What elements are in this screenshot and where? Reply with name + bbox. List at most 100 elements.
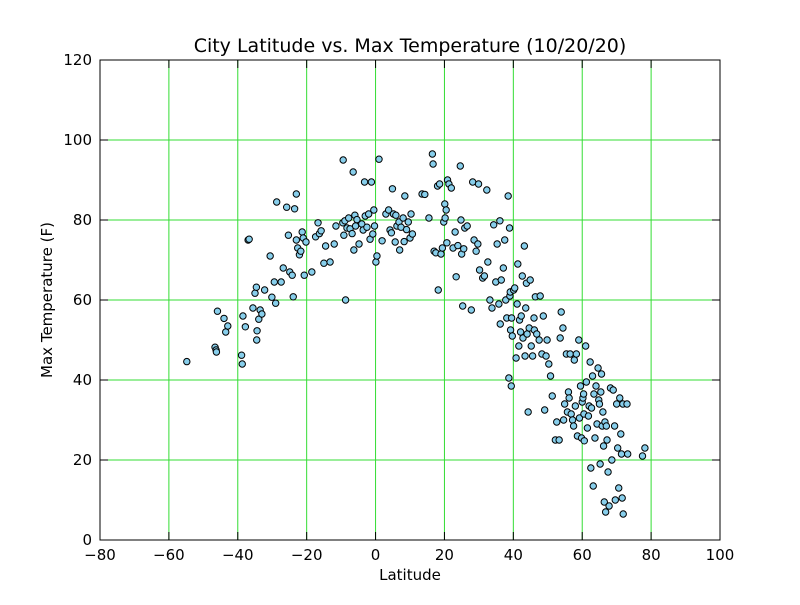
data-point bbox=[372, 258, 380, 266]
data-point bbox=[527, 342, 535, 350]
data-point bbox=[587, 404, 596, 412]
data-point bbox=[490, 221, 498, 229]
data-point bbox=[360, 178, 369, 186]
data-point bbox=[341, 296, 350, 304]
x-tick-label: −60 bbox=[153, 546, 185, 564]
data-point bbox=[314, 219, 322, 227]
data-point bbox=[594, 364, 602, 372]
data-point bbox=[290, 205, 299, 213]
data-point bbox=[548, 392, 556, 400]
data-point bbox=[496, 320, 504, 328]
data-point bbox=[579, 390, 588, 398]
data-point bbox=[401, 192, 409, 200]
data-point bbox=[595, 400, 604, 408]
data-point bbox=[298, 228, 306, 236]
data-point bbox=[404, 218, 412, 226]
data-point bbox=[572, 350, 581, 358]
data-point bbox=[474, 240, 482, 248]
data-point bbox=[565, 394, 573, 402]
data-point bbox=[321, 242, 330, 250]
data-point bbox=[575, 414, 584, 422]
data-point bbox=[378, 237, 386, 245]
data-point bbox=[523, 330, 531, 338]
data-point bbox=[213, 307, 222, 315]
data-point bbox=[576, 382, 585, 390]
data-point bbox=[602, 422, 611, 430]
data-point bbox=[564, 388, 573, 396]
data-point bbox=[402, 225, 411, 234]
y-tick-label: 80 bbox=[73, 211, 92, 229]
data-point bbox=[351, 222, 360, 230]
data-point bbox=[605, 502, 613, 510]
data-point bbox=[611, 496, 619, 504]
data-point bbox=[279, 264, 287, 272]
data-point bbox=[407, 210, 415, 218]
data-point bbox=[618, 494, 626, 502]
data-point bbox=[497, 276, 505, 284]
data-point bbox=[557, 308, 565, 316]
data-point bbox=[363, 223, 371, 231]
data-point bbox=[284, 231, 293, 239]
data-point bbox=[302, 238, 310, 246]
data-point bbox=[528, 352, 537, 360]
data-point bbox=[514, 260, 522, 268]
data-point bbox=[641, 444, 649, 452]
data-point bbox=[349, 168, 357, 176]
data-point bbox=[575, 336, 583, 344]
data-point bbox=[493, 240, 501, 248]
data-point bbox=[457, 216, 465, 224]
data-point bbox=[571, 402, 580, 410]
data-point bbox=[507, 382, 515, 390]
x-tick-label: 40 bbox=[504, 546, 523, 564]
data-point bbox=[344, 214, 353, 222]
x-tick-label: 0 bbox=[371, 546, 381, 564]
data-point bbox=[391, 238, 399, 246]
x-tick-label: 100 bbox=[706, 546, 735, 564]
data-point bbox=[258, 310, 266, 318]
data-point bbox=[428, 150, 437, 158]
data-point bbox=[224, 322, 232, 330]
data-point bbox=[292, 190, 301, 198]
data-point bbox=[273, 198, 281, 206]
data-point bbox=[297, 247, 305, 255]
data-point bbox=[249, 304, 257, 312]
data-point bbox=[266, 252, 274, 260]
data-point bbox=[601, 508, 610, 516]
data-point bbox=[609, 386, 617, 394]
data-point bbox=[387, 229, 396, 237]
data-point bbox=[596, 460, 604, 468]
data-point bbox=[592, 382, 600, 390]
data-point bbox=[540, 406, 549, 414]
data-point bbox=[317, 227, 325, 235]
data-point bbox=[408, 230, 417, 238]
data-point bbox=[212, 348, 221, 356]
data-point bbox=[521, 352, 529, 360]
data-point bbox=[400, 237, 408, 246]
grid-lines bbox=[99, 59, 721, 541]
y-tick-label: 60 bbox=[73, 291, 92, 309]
data-point bbox=[524, 408, 532, 416]
data-point bbox=[600, 498, 608, 506]
data-point bbox=[447, 184, 456, 192]
data-point bbox=[375, 155, 383, 163]
data-point bbox=[553, 418, 561, 426]
data-point bbox=[239, 312, 247, 320]
x-tick-label: 80 bbox=[642, 546, 661, 564]
data-point bbox=[241, 323, 250, 331]
data-point bbox=[353, 215, 361, 224]
data-point bbox=[597, 388, 605, 396]
data-point bbox=[388, 185, 397, 193]
data-point bbox=[559, 324, 567, 332]
data-point bbox=[237, 351, 246, 359]
data-point bbox=[518, 272, 526, 280]
data-point bbox=[526, 276, 534, 284]
data-point bbox=[395, 246, 404, 254]
data-point bbox=[505, 224, 514, 232]
data-point bbox=[443, 239, 451, 247]
data-point bbox=[350, 246, 358, 254]
data-point bbox=[612, 400, 621, 408]
data-point bbox=[268, 293, 276, 301]
data-point bbox=[441, 200, 449, 208]
data-point bbox=[530, 314, 538, 322]
